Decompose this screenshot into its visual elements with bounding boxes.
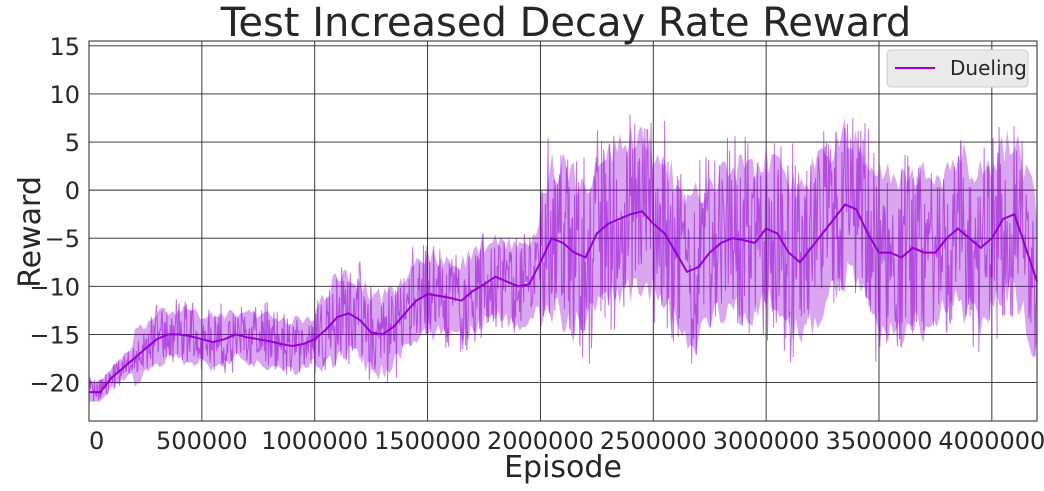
series-raw-line: [88, 114, 1038, 402]
y-tick-label: 10: [49, 81, 80, 109]
y-tick-label: 0: [65, 177, 80, 205]
x-tick-label: 0: [89, 427, 104, 455]
legend-box: [886, 49, 1029, 88]
y-tick-label: −20: [29, 370, 80, 398]
y-ticks: −20 −15 −10 −5 0 5 10 15: [29, 33, 80, 398]
x-tick-label: 2500000: [600, 427, 707, 455]
y-tick-label: −15: [29, 321, 80, 349]
y-axis-label: Reward: [13, 176, 48, 288]
chart-title: Test Increased Decay Rate Reward: [220, 0, 912, 46]
x-tick-label: 500000: [156, 427, 248, 455]
x-tick-label: 1500000: [374, 427, 481, 455]
grid: [88, 41, 1037, 421]
x-tick-label: 1000000: [261, 427, 368, 455]
series-line-dueling: [89, 203, 1038, 394]
legend-label: Dueling: [950, 56, 1027, 80]
x-axis-label: Episode: [504, 450, 622, 485]
y-tick-label: −5: [45, 225, 80, 253]
y-tick-label: 5: [65, 129, 80, 157]
legend: Dueling: [886, 49, 1029, 88]
x-ticks: 0 500000 1000000 1500000 2000000 2500000 30000…: [89, 427, 1044, 455]
x-tick-label: 4000000: [938, 427, 1044, 455]
plot-series: [88, 114, 1038, 402]
x-tick-label: 2000000: [487, 427, 594, 455]
y-tick-label: −10: [29, 273, 80, 301]
y-tick-label: 15: [49, 33, 80, 61]
x-tick-label: 3000000: [713, 427, 820, 455]
plot-frame: [88, 40, 1038, 422]
x-tick-label: 3500000: [826, 427, 933, 455]
